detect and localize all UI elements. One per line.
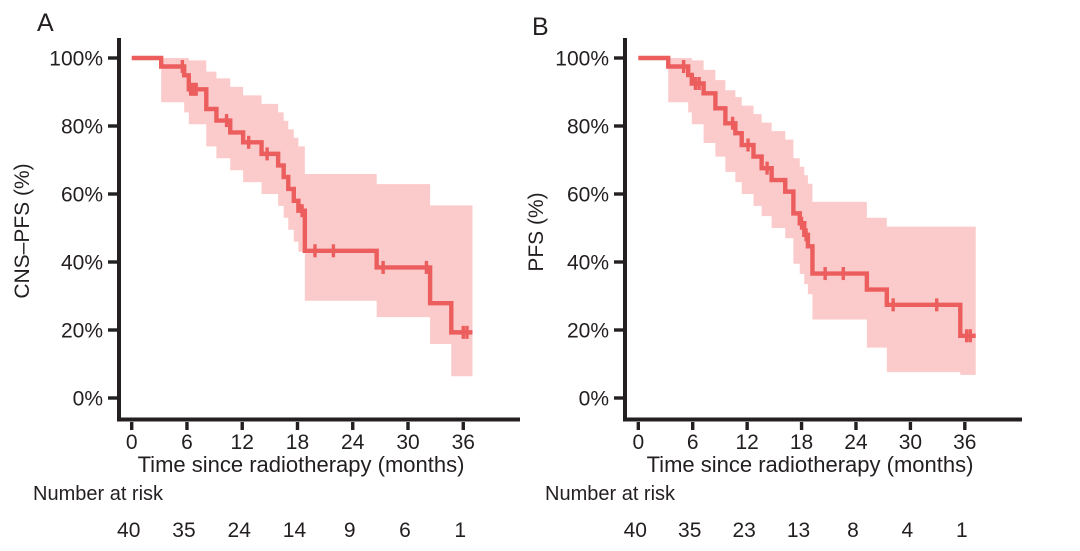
panel-a-number-at-risk-value: 35	[172, 519, 195, 542]
panel-a-y-tick	[108, 260, 117, 264]
panel-b-y-tick-label: 100%	[555, 48, 609, 71]
panel-a-y-axis-line	[117, 38, 121, 422]
panel-b-y-tick	[614, 56, 623, 60]
panel-b-x-tick-label: 0	[632, 431, 644, 454]
panel-b-x-tick-label: 30	[899, 431, 922, 454]
panel-b-y-tick	[614, 192, 623, 196]
panel-b-y-tick-label: 40%	[567, 252, 609, 275]
panel-a-x-tick-label: 0	[126, 431, 138, 454]
panel-a-y-tick	[108, 192, 117, 196]
panel-a-x-axis-title: Time since radiotherapy (months)	[137, 452, 465, 477]
panel-a-number-at-risk-value: 6	[399, 519, 411, 542]
panel-a-x-tick-label: 24	[341, 431, 365, 454]
panel-a-x-tick	[130, 422, 134, 430]
panel-b-x-tick-label: 12	[735, 431, 758, 454]
panel-a-y-tick	[108, 124, 117, 128]
panel-b-x-axis-title: Time since radiotherapy (months)	[646, 452, 974, 477]
panel-b-y-tick	[614, 328, 623, 332]
panel-a-y-tick	[108, 396, 117, 400]
panel-b-x-tick	[636, 422, 640, 430]
panel-b-y-axis-title: PFS (%)	[525, 192, 548, 272]
panel-b-y-tick-label: 60%	[567, 184, 609, 207]
panel-b-x-tick-label: 36	[953, 431, 976, 454]
panel-b-x-axis-line	[623, 417, 1022, 422]
panel-b-y-tick	[614, 396, 623, 400]
panel-b-x-tick-label: 6	[687, 431, 699, 454]
panel-b-number-at-risk-value: 35	[678, 519, 701, 542]
panel-a-x-tick	[185, 422, 189, 430]
panel-a-x-tick-label: 18	[286, 431, 309, 454]
panel-a-y-axis-title: CNS–PFS (%)	[11, 163, 34, 299]
panel-a-y-tick-label: 0%	[73, 388, 103, 411]
panel-b-y-tick	[614, 124, 623, 128]
panel-b-number-at-risk-value: 1	[956, 519, 968, 542]
panel-a-x-tick-label: 30	[396, 431, 419, 454]
panel-a-number-at-risk-value: 9	[344, 519, 356, 542]
panel-b-number-at-risk-value: 40	[624, 519, 647, 542]
panel-b-y-axis-line	[623, 38, 627, 422]
panel-b-x-tick	[799, 422, 804, 430]
panel-b-x-tick	[854, 422, 858, 430]
panel-a-confidence-band	[161, 58, 473, 377]
panel-a-x-tick	[461, 422, 465, 430]
panel-a-survival-curve	[131, 55, 473, 335]
panel-b-number-at-risk-value: 4	[902, 519, 914, 542]
panel-b-letter: B	[532, 13, 549, 41]
panel-a-letter: A	[37, 9, 54, 37]
panel-a-number-at-risk-label: Number at risk	[33, 483, 164, 505]
panel-b-x-tick-label: 24	[844, 431, 868, 454]
panel-b-x-tick	[691, 422, 695, 430]
panel-a-y-tick	[108, 56, 117, 60]
panel-a-y-tick-label: 80%	[61, 116, 103, 139]
panel-a-x-tick	[406, 422, 410, 430]
panel-b-y-tick-label: 20%	[567, 320, 609, 343]
panel-b-x-tick-label: 18	[790, 431, 813, 454]
panel-a-number-at-risk-value: 40	[117, 519, 140, 542]
panel-b-number-at-risk-value: 23	[732, 519, 755, 542]
panel-a-y-tick-label: 20%	[61, 320, 103, 343]
panel-a-number-at-risk-value: 1	[454, 519, 466, 542]
panel-a-x-tick	[240, 422, 244, 430]
panel-b-y-tick-label: 80%	[567, 116, 609, 139]
panel-b-x-tick	[963, 422, 967, 430]
panel-b-confidence-band	[668, 58, 976, 375]
panel-a-x-tick	[295, 422, 300, 430]
panel-b-x-tick	[908, 422, 913, 430]
panel-b-number-at-risk-label: Number at risk	[545, 483, 676, 505]
panel-a-y-tick-label: 40%	[61, 252, 103, 275]
panel-a-y-tick	[108, 328, 117, 332]
panel-a-x-tick-label: 6	[181, 431, 193, 454]
panel-a-x-tick-label: 36	[452, 431, 475, 454]
panel-a-y-tick-label: 60%	[61, 184, 103, 207]
panel-b-x-tick	[745, 422, 749, 430]
panel-a-x-axis-line	[117, 417, 520, 422]
panel-a-y-tick-label: 100%	[49, 48, 103, 71]
panel-b-y-tick-label: 0%	[579, 388, 609, 411]
panel-a-number-at-risk-value: 24	[228, 519, 252, 542]
panel-b-number-at-risk-value: 13	[787, 519, 810, 542]
panel-a-x-tick	[351, 422, 355, 430]
panel-a-number-at-risk-value: 14	[283, 519, 307, 542]
panel-a-x-tick-label: 12	[231, 431, 254, 454]
panel-b-number-at-risk-value: 8	[847, 519, 859, 542]
panel-b-y-tick	[614, 260, 623, 264]
